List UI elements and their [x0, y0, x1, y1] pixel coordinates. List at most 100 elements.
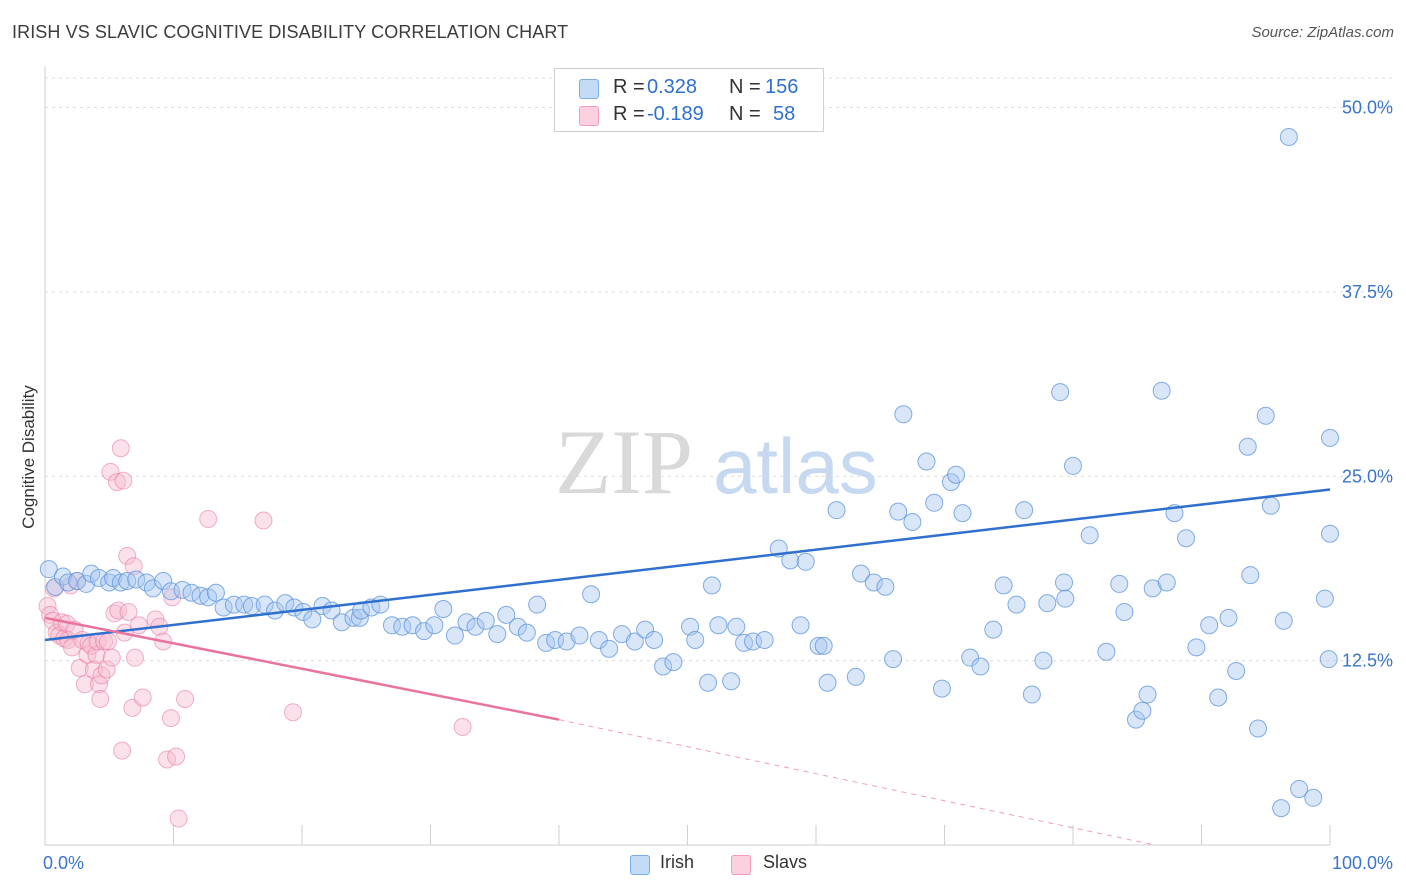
- irish-point: [846, 667, 865, 686]
- irish-point: [722, 672, 741, 691]
- n-label: N =: [729, 76, 761, 98]
- slavs-point: [129, 616, 148, 635]
- slavs-point: [107, 473, 126, 492]
- slavs-point: [254, 511, 273, 530]
- irish-point: [961, 648, 980, 667]
- slavs-point: [118, 546, 137, 565]
- irish-point: [235, 595, 254, 614]
- irish-point: [1321, 524, 1339, 543]
- irish-point: [864, 573, 883, 592]
- irish-point: [925, 493, 944, 512]
- irish-point: [1064, 456, 1082, 475]
- stats-legend: R = 0.328 N = 156 R = -0.189 N = 58: [554, 68, 824, 132]
- n-value: 58: [773, 103, 796, 125]
- irish-point: [53, 567, 72, 586]
- slavs-point: [119, 602, 138, 621]
- irish-point: [1256, 406, 1275, 425]
- irish-legend-icon: [630, 855, 650, 875]
- r-label: R =: [613, 76, 645, 98]
- irish-point: [744, 632, 763, 651]
- r-value: -0.189: [647, 103, 704, 125]
- slavs-point: [161, 709, 180, 728]
- slavs-point: [113, 741, 132, 760]
- irish-point: [814, 636, 833, 655]
- irish-point: [932, 679, 951, 698]
- irish-point: [350, 608, 369, 627]
- irish-points: [39, 128, 1339, 818]
- irish-point: [947, 465, 966, 484]
- irish-point: [1290, 779, 1309, 798]
- irish-point: [570, 626, 589, 645]
- irish-point: [1157, 573, 1176, 592]
- irish-point: [332, 613, 351, 632]
- slavs-point: [87, 645, 106, 664]
- irish-point: [1279, 128, 1298, 146]
- irish-point: [1241, 566, 1260, 585]
- irish-point: [1015, 501, 1034, 520]
- irish-point: [984, 620, 1003, 639]
- irish-trend-line: [44, 488, 1331, 642]
- irish-point: [154, 571, 173, 590]
- slavs-point: [62, 638, 81, 657]
- slavs-legend-icon: [731, 855, 751, 875]
- irish-point: [1227, 661, 1246, 680]
- irish-point: [1055, 573, 1074, 592]
- legend-label-slavs: Slavs: [763, 852, 808, 872]
- irish-point: [796, 552, 815, 571]
- irish-point: [118, 571, 137, 590]
- irish-point: [625, 632, 644, 651]
- irish-point: [889, 502, 908, 521]
- legend-row-slavs: R = -0.189 N = 58: [555, 102, 823, 130]
- y-tick-label: 12.5%: [1342, 651, 1393, 671]
- irish-point: [488, 625, 507, 644]
- irish-point: [127, 570, 146, 589]
- irish-point: [727, 617, 746, 636]
- irish-point: [1187, 638, 1206, 657]
- irish-point: [508, 617, 527, 636]
- slavs-point: [284, 703, 303, 722]
- irish-point: [1051, 383, 1070, 402]
- irish-point: [476, 611, 495, 630]
- irish-swatch-icon: [579, 79, 599, 99]
- irish-point: [755, 630, 774, 649]
- irish-point: [1022, 685, 1041, 704]
- irish-point: [1138, 685, 1157, 704]
- irish-point: [994, 576, 1013, 595]
- irish-point: [589, 630, 608, 649]
- slavs-point: [91, 689, 110, 708]
- watermark-zip: ZIP: [555, 411, 693, 513]
- irish-point: [59, 573, 78, 592]
- irish-point: [303, 610, 322, 629]
- slavs-point: [97, 660, 116, 679]
- irish-point: [1038, 594, 1057, 613]
- irish-point: [903, 512, 922, 531]
- y-axis-label: Cognitive Disability: [19, 385, 38, 529]
- r-value: 0.328: [647, 76, 698, 98]
- irish-point: [600, 639, 619, 658]
- slavs-point: [111, 439, 130, 458]
- axes: [44, 66, 1331, 846]
- irish-point: [206, 583, 225, 602]
- irish-point: [827, 501, 846, 520]
- irish-point: [1219, 608, 1238, 627]
- irish-point: [1110, 574, 1129, 593]
- trend-lines: [44, 488, 1331, 846]
- irish-point: [645, 630, 664, 649]
- x-tick-label: 100.0%: [1332, 853, 1393, 873]
- slavs-point: [114, 471, 133, 490]
- irish-point: [851, 564, 870, 583]
- irish-point: [214, 598, 233, 617]
- irish-point: [434, 600, 453, 618]
- slavs-point: [101, 462, 120, 481]
- irish-point: [971, 657, 990, 676]
- irish-point: [1115, 602, 1134, 621]
- watermark: ZIP atlas: [555, 411, 878, 513]
- irish-point: [664, 653, 683, 672]
- irish-point: [344, 608, 363, 627]
- irish-point: [1315, 589, 1334, 608]
- irish-point: [681, 617, 700, 636]
- irish-point: [636, 620, 655, 639]
- slavs-point: [98, 632, 117, 651]
- irish-point: [1274, 611, 1293, 630]
- legend-label-irish: Irish: [660, 852, 695, 872]
